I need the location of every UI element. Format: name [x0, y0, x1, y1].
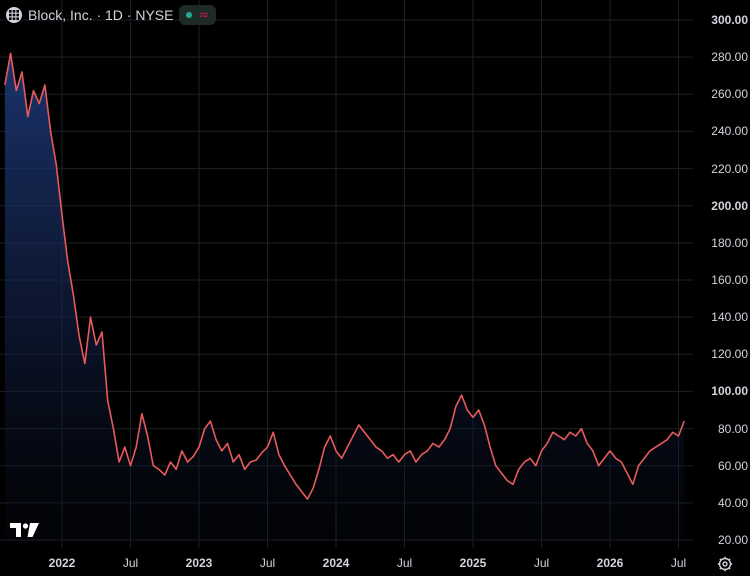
y-tick-label: 140.00 [711, 310, 748, 325]
y-tick-label: 220.00 [711, 161, 748, 176]
y-tick-label: 180.00 [711, 235, 748, 250]
y-tick-label: 60.00 [717, 458, 748, 473]
x-tick-label: 2022 [48, 556, 76, 570]
x-tick-label: Jul [122, 556, 139, 570]
x-tick-label: 2024 [322, 556, 350, 570]
x-tick-label: 2025 [459, 556, 487, 570]
settings-icon[interactable] [717, 556, 733, 572]
y-tick-label: 300.00 [711, 13, 748, 27]
y-tick-label: 240.00 [711, 124, 748, 139]
x-tick-label: Jul [533, 556, 550, 570]
symbol-title[interactable]: Block, Inc. · 1D · NYSE [28, 7, 174, 23]
chart-header: Block, Inc. · 1D · NYSE ≈ [6, 4, 217, 26]
price-series-line [4, 52, 685, 500]
x-tick-label: Jul [670, 556, 687, 570]
y-tick-label: 80.00 [717, 421, 748, 436]
y-tick-label: 160.00 [711, 273, 748, 287]
wave-icon: ≈ [198, 7, 210, 23]
y-tick-label: 120.00 [711, 347, 748, 362]
y-tick-label: 20.00 [717, 533, 748, 547]
y-tick-label: 100.00 [711, 384, 748, 399]
y-tick-label: 260.00 [711, 87, 748, 102]
y-tick-label: 200.00 [711, 198, 748, 213]
x-tick-label: Jul [396, 556, 413, 570]
tradingview-logo-icon[interactable] [10, 522, 40, 538]
x-tick-label: 2026 [596, 556, 624, 570]
market-status-badge[interactable]: ≈ [179, 5, 217, 25]
market-open-dot [186, 12, 193, 18]
x-tick-label: 2023 [185, 556, 213, 570]
grid-icon[interactable] [6, 7, 22, 23]
y-tick-label: 40.00 [717, 495, 748, 510]
y-tick-label: 280.00 [711, 50, 748, 65]
x-tick-label: Jul [259, 556, 276, 570]
price-area-fill [4, 53, 685, 541]
